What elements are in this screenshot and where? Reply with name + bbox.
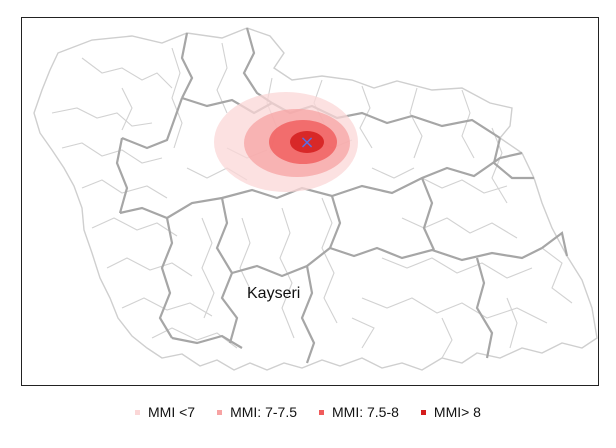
district-borders [51,42,573,359]
legend-swatch-mmi-7-7-5 [217,409,223,415]
zone-mmi-gt-8 [290,131,324,153]
intensity-zones [214,92,358,192]
legend-swatch-mmi-7-5-8 [319,409,324,415]
legend-label: MMI: 7.5-8 [332,404,399,420]
epicenter-marker: × [299,132,314,153]
legend-swatch-mmi-gt-8 [420,409,426,415]
province-map: × [33,27,598,371]
legend-label: MMI <7 [148,404,196,420]
region-outline [33,27,598,371]
legend-item: MMI <7 [135,404,195,420]
legend-item: MMI: 7.5-8 [319,404,399,420]
legend: MMI <7 MMI: 7-7.5 MMI: 7.5-8 MMI> 8 [0,402,616,422]
legend-label: MMI> 8 [433,404,481,420]
legend-label: MMI: 7-7.5 [230,404,297,420]
map-panel: × Kayseri [21,17,599,386]
legend-item: MMI> 8 [420,404,481,420]
legend-item: MMI: 7-7.5 [217,404,297,420]
city-label-kayseri: Kayseri [247,285,301,302]
legend-swatch-mmi-lt-7 [135,409,141,415]
